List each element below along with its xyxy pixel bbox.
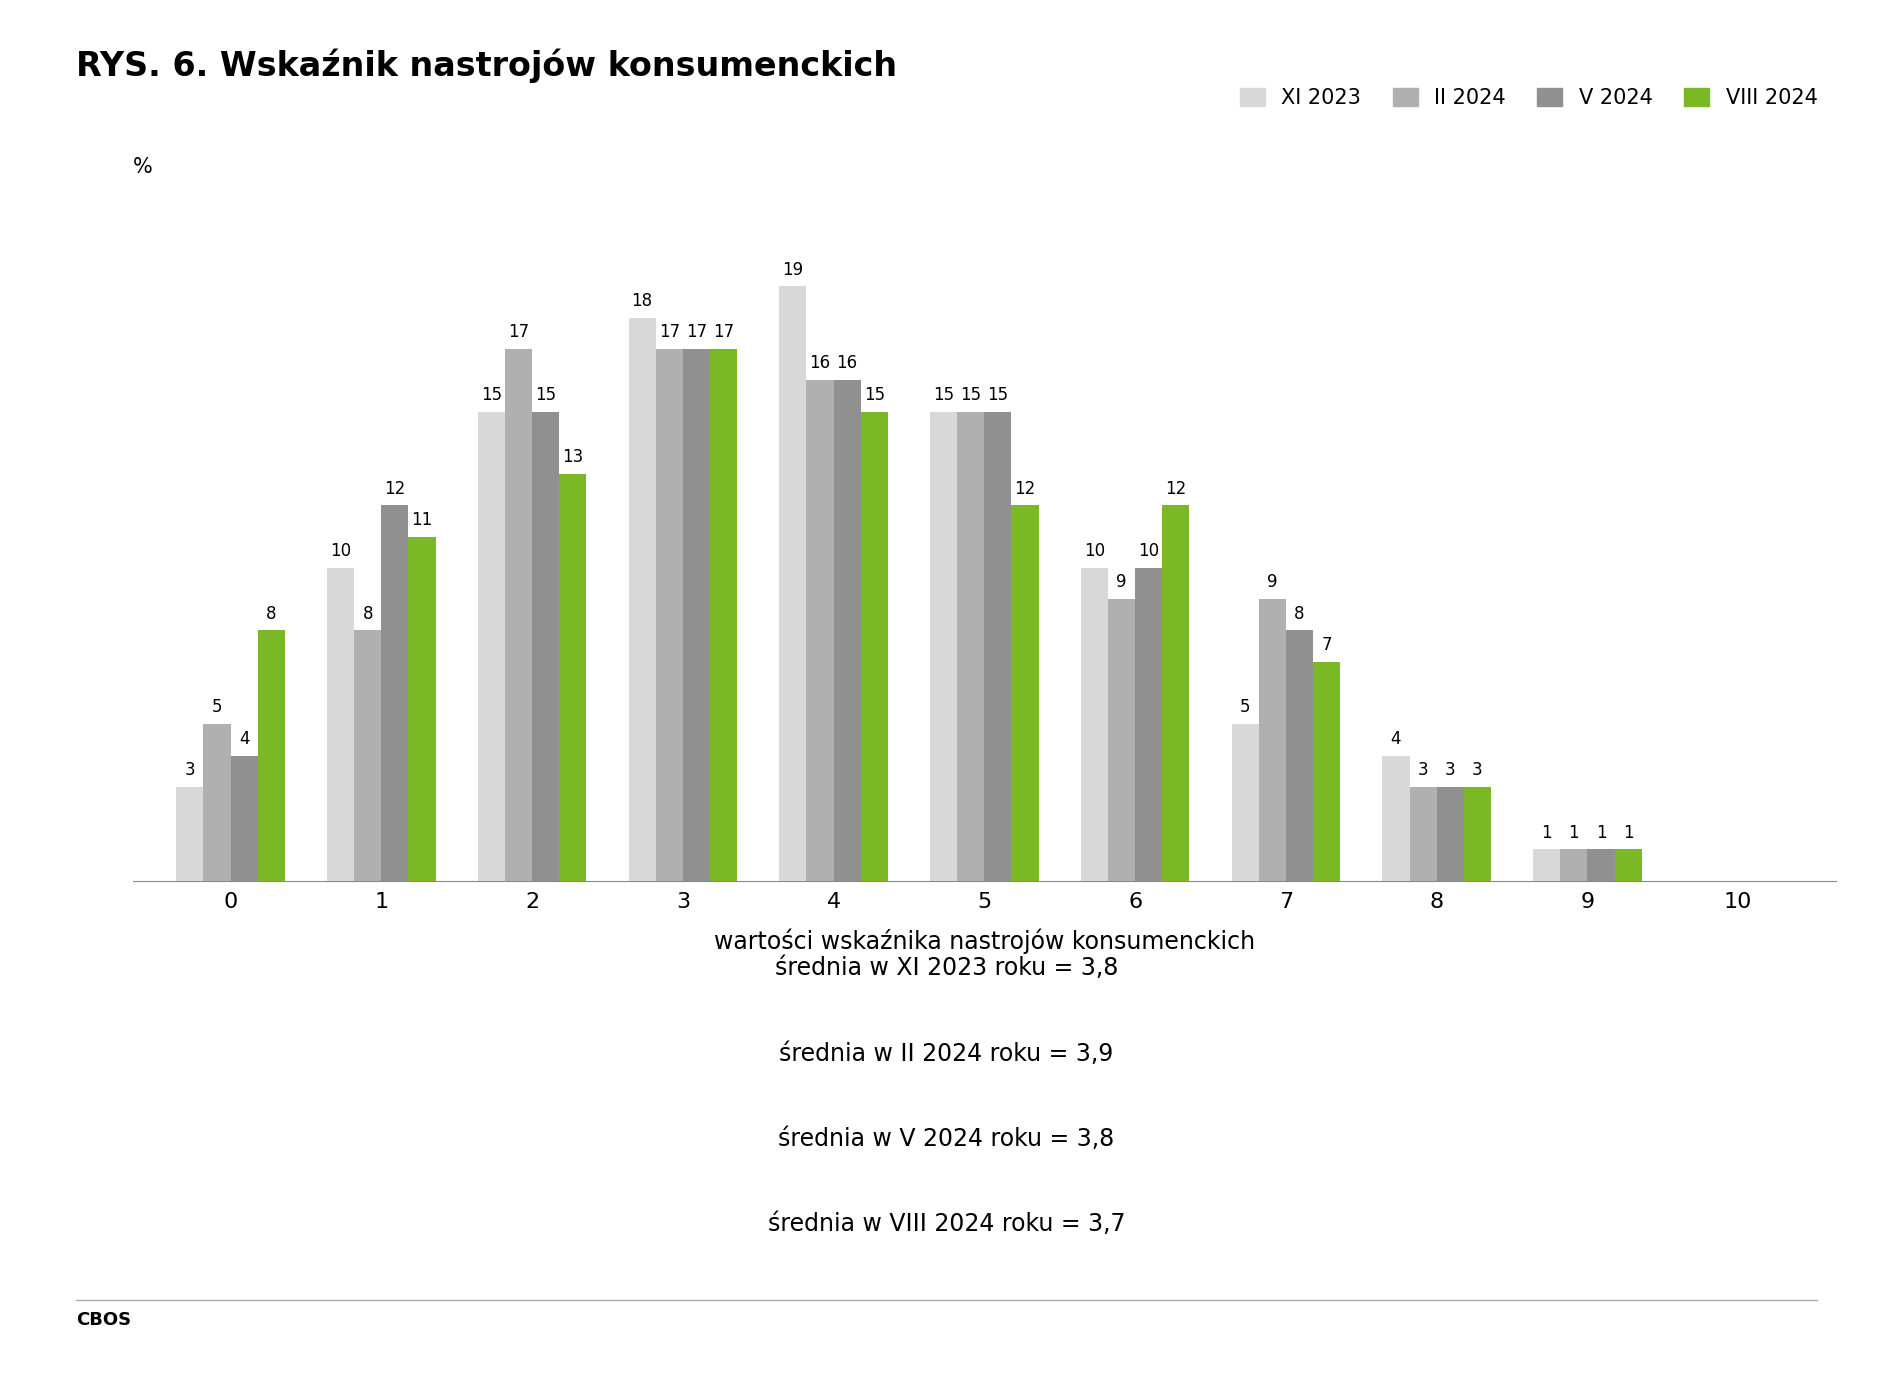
Text: średnia w VIII 2024 roku = 3,7: średnia w VIII 2024 roku = 3,7: [769, 1212, 1124, 1236]
Text: 8: 8: [267, 604, 276, 623]
Bar: [1081, 568, 1107, 881]
Text: 15: 15: [960, 385, 981, 403]
Bar: [1107, 599, 1136, 881]
Text: 17: 17: [714, 323, 734, 341]
Text: 16: 16: [837, 355, 858, 373]
X-axis label: wartości wskaźnika nastrojów konsumenckich: wartości wskaźnika nastrojów konsumencki…: [714, 929, 1255, 954]
Text: 8: 8: [1295, 604, 1304, 623]
Text: CBOS: CBOS: [76, 1311, 131, 1329]
Text: 15: 15: [481, 385, 502, 403]
Text: 8: 8: [362, 604, 373, 623]
Bar: [984, 411, 1011, 881]
Text: średnia w II 2024 roku = 3,9: średnia w II 2024 roku = 3,9: [780, 1042, 1113, 1065]
Bar: [861, 411, 888, 881]
Bar: [958, 411, 984, 881]
Text: 12: 12: [1015, 480, 1035, 498]
Text: 10: 10: [329, 542, 350, 560]
Bar: [1314, 662, 1340, 881]
Bar: [1232, 724, 1259, 881]
Bar: [1011, 505, 1039, 881]
Bar: [1285, 630, 1314, 881]
Bar: [1615, 849, 1641, 881]
Bar: [505, 350, 532, 881]
Bar: [833, 380, 861, 881]
Text: 1: 1: [1569, 824, 1579, 842]
Bar: [655, 350, 683, 881]
Bar: [780, 286, 806, 881]
Text: 12: 12: [384, 480, 405, 498]
Text: 15: 15: [988, 385, 1009, 403]
Bar: [683, 350, 710, 881]
Bar: [628, 318, 655, 881]
Text: 7: 7: [1321, 636, 1333, 654]
Text: 3: 3: [1418, 761, 1429, 779]
Bar: [257, 630, 284, 881]
Text: 13: 13: [562, 449, 583, 466]
Text: 15: 15: [933, 385, 954, 403]
Text: RYS. 6. Wskaźnik nastrojów konsumenckich: RYS. 6. Wskaźnik nastrojów konsumenckich: [76, 48, 897, 83]
Bar: [532, 411, 558, 881]
Bar: [710, 350, 736, 881]
Text: 19: 19: [782, 260, 803, 279]
Text: 15: 15: [536, 385, 557, 403]
Text: 1: 1: [1596, 824, 1607, 842]
Bar: [1162, 505, 1189, 881]
Bar: [203, 724, 231, 881]
Text: 1: 1: [1622, 824, 1634, 842]
Text: 10: 10: [1138, 542, 1159, 560]
Bar: [1588, 849, 1615, 881]
Bar: [1259, 599, 1285, 881]
Bar: [1437, 787, 1463, 881]
Bar: [1463, 787, 1492, 881]
Bar: [477, 411, 505, 881]
Text: 4: 4: [239, 729, 250, 747]
Bar: [231, 755, 257, 881]
Bar: [1533, 849, 1560, 881]
Text: %: %: [133, 157, 153, 178]
Legend: XI 2023, II 2024, V 2024, VIII 2024: XI 2023, II 2024, V 2024, VIII 2024: [1232, 80, 1825, 117]
Text: 9: 9: [1117, 574, 1126, 592]
Text: 3: 3: [1444, 761, 1456, 779]
Text: 1: 1: [1541, 824, 1552, 842]
Bar: [354, 630, 380, 881]
Bar: [327, 568, 354, 881]
Text: 17: 17: [507, 323, 528, 341]
Text: średnia w XI 2023 roku = 3,8: średnia w XI 2023 roku = 3,8: [774, 956, 1119, 980]
Text: 16: 16: [810, 355, 831, 373]
Bar: [176, 787, 203, 881]
Text: 17: 17: [685, 323, 706, 341]
Text: 4: 4: [1391, 729, 1401, 747]
Text: 5: 5: [212, 699, 221, 717]
Bar: [1382, 755, 1410, 881]
Text: 11: 11: [411, 510, 433, 528]
Bar: [806, 380, 833, 881]
Bar: [558, 475, 587, 881]
Bar: [1136, 568, 1162, 881]
Bar: [380, 505, 409, 881]
Text: 5: 5: [1240, 699, 1251, 717]
Text: 17: 17: [659, 323, 680, 341]
Bar: [409, 537, 435, 881]
Text: 15: 15: [863, 385, 884, 403]
Text: średnia w V 2024 roku = 3,8: średnia w V 2024 roku = 3,8: [778, 1127, 1115, 1150]
Bar: [1410, 787, 1437, 881]
Text: 3: 3: [1473, 761, 1482, 779]
Bar: [929, 411, 958, 881]
Text: 10: 10: [1085, 542, 1106, 560]
Bar: [1560, 849, 1588, 881]
Text: 3: 3: [184, 761, 195, 779]
Text: 12: 12: [1166, 480, 1187, 498]
Text: 9: 9: [1266, 574, 1278, 592]
Text: 18: 18: [632, 292, 653, 310]
